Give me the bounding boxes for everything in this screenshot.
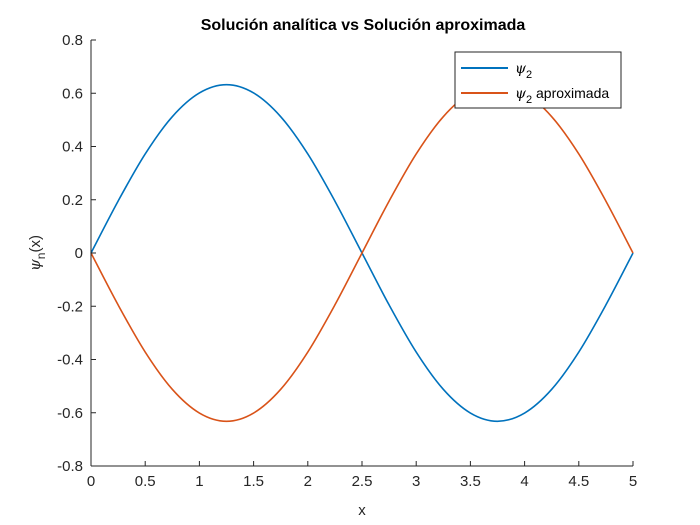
y-axis-ticks: -0.8 -0.6 -0.4 -0.2 0 0.2 0.4 0.6 0.8 bbox=[57, 32, 96, 475]
x-tick-label: 2.5 bbox=[352, 473, 373, 490]
legend-label-series-1-sub: 2 bbox=[526, 69, 532, 81]
x-tick-label: 1.5 bbox=[243, 473, 264, 490]
y-axis-label-base: ψ bbox=[26, 259, 44, 271]
y-tick-label: 0.6 bbox=[62, 85, 83, 102]
x-tick-label: 3.5 bbox=[460, 473, 481, 490]
x-axis-ticks: 0 0.5 1 1.5 2 2.5 3 3.5 4 4.5 5 bbox=[87, 461, 637, 490]
y-tick-label: -0.2 bbox=[57, 298, 83, 315]
y-axis-label-suffix: (x) bbox=[27, 235, 44, 253]
legend: ψ2 ψ2 aproximada bbox=[454, 51, 622, 109]
legend-label-series-1-base: ψ bbox=[515, 61, 527, 77]
y-tick-label: 0 bbox=[75, 245, 83, 262]
y-tick-label: -0.4 bbox=[57, 352, 83, 369]
y-tick-label: 0.8 bbox=[62, 32, 83, 49]
x-tick-label: 4 bbox=[520, 473, 528, 490]
y-tick-label: 0.4 bbox=[62, 139, 83, 156]
x-axis-label: x bbox=[358, 502, 366, 519]
x-tick-label: 2 bbox=[304, 473, 312, 490]
y-axis-label-subscript: n bbox=[34, 253, 48, 260]
y-tick-label: 0.2 bbox=[62, 192, 83, 209]
legend-label-series-2-sub: 2 bbox=[526, 94, 532, 106]
y-axis-label: ψn(x) bbox=[26, 235, 48, 271]
y-tick-label: -0.8 bbox=[57, 458, 83, 475]
legend-box bbox=[454, 51, 622, 109]
x-tick-label: 0 bbox=[87, 473, 95, 490]
legend-label-series-2-base: ψ bbox=[515, 86, 527, 102]
legend-label-series-2-suffix: aproximada bbox=[532, 85, 609, 101]
y-tick-label: -0.6 bbox=[57, 405, 83, 422]
legend-label-series-1: ψ2 bbox=[515, 61, 532, 81]
x-tick-label: 4.5 bbox=[568, 473, 589, 490]
x-tick-label: 0.5 bbox=[135, 473, 156, 490]
legend-label-series-2: ψ2 aproximada bbox=[515, 85, 609, 106]
x-tick-label: 5 bbox=[629, 473, 637, 490]
x-tick-label: 3 bbox=[412, 473, 420, 490]
x-tick-label: 1 bbox=[195, 473, 203, 490]
chart-title: Solución analítica vs Solución aproximad… bbox=[201, 17, 526, 34]
